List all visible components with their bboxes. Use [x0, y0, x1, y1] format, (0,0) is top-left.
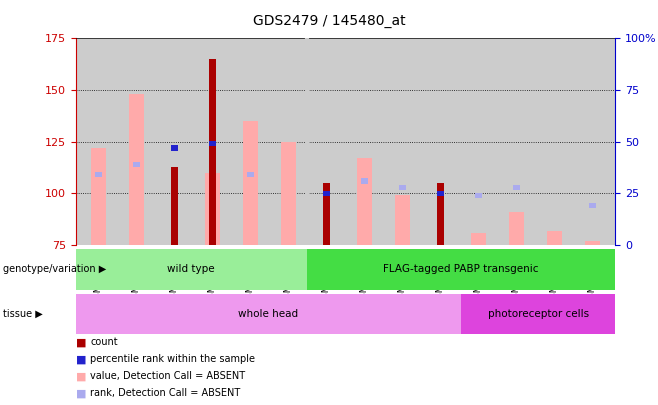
- Bar: [243, 121, 258, 245]
- Bar: [323, 191, 330, 196]
- Bar: [547, 230, 562, 245]
- Bar: [247, 172, 254, 177]
- Bar: [205, 173, 220, 245]
- Bar: [95, 172, 102, 177]
- Bar: [323, 183, 330, 245]
- Bar: [437, 191, 444, 196]
- Text: genotype/variation ▶: genotype/variation ▶: [3, 264, 107, 274]
- Bar: [133, 162, 140, 167]
- Text: ■: ■: [76, 354, 86, 364]
- Text: wild type: wild type: [168, 264, 215, 274]
- Text: count: count: [90, 337, 118, 347]
- Bar: [475, 193, 482, 198]
- Bar: [76, 249, 307, 290]
- Bar: [471, 232, 486, 245]
- Bar: [589, 203, 596, 208]
- Text: tissue ▶: tissue ▶: [3, 309, 43, 319]
- Bar: [399, 185, 406, 190]
- Bar: [129, 94, 144, 245]
- Bar: [307, 249, 615, 290]
- Text: ■: ■: [76, 371, 86, 381]
- Bar: [76, 294, 461, 334]
- Bar: [281, 142, 296, 245]
- Bar: [91, 148, 106, 245]
- Bar: [513, 185, 520, 190]
- Bar: [171, 166, 178, 245]
- Text: rank, Detection Call = ABSENT: rank, Detection Call = ABSENT: [90, 388, 240, 398]
- Bar: [509, 212, 524, 245]
- Text: FLAG-tagged PABP transgenic: FLAG-tagged PABP transgenic: [384, 264, 539, 274]
- Text: ■: ■: [76, 388, 86, 398]
- Text: GDS2479 / 145480_at: GDS2479 / 145480_at: [253, 14, 405, 28]
- Bar: [209, 172, 216, 177]
- Bar: [209, 59, 216, 245]
- Bar: [209, 141, 216, 146]
- Bar: [585, 241, 600, 245]
- Text: ■: ■: [76, 337, 86, 347]
- Text: photoreceptor cells: photoreceptor cells: [488, 309, 589, 319]
- Bar: [461, 294, 615, 334]
- Bar: [437, 183, 444, 245]
- Bar: [357, 158, 372, 245]
- Text: whole head: whole head: [238, 309, 299, 319]
- Bar: [395, 196, 410, 245]
- Text: percentile rank within the sample: percentile rank within the sample: [90, 354, 255, 364]
- Bar: [171, 145, 178, 151]
- Bar: [361, 179, 368, 183]
- Text: value, Detection Call = ABSENT: value, Detection Call = ABSENT: [90, 371, 245, 381]
